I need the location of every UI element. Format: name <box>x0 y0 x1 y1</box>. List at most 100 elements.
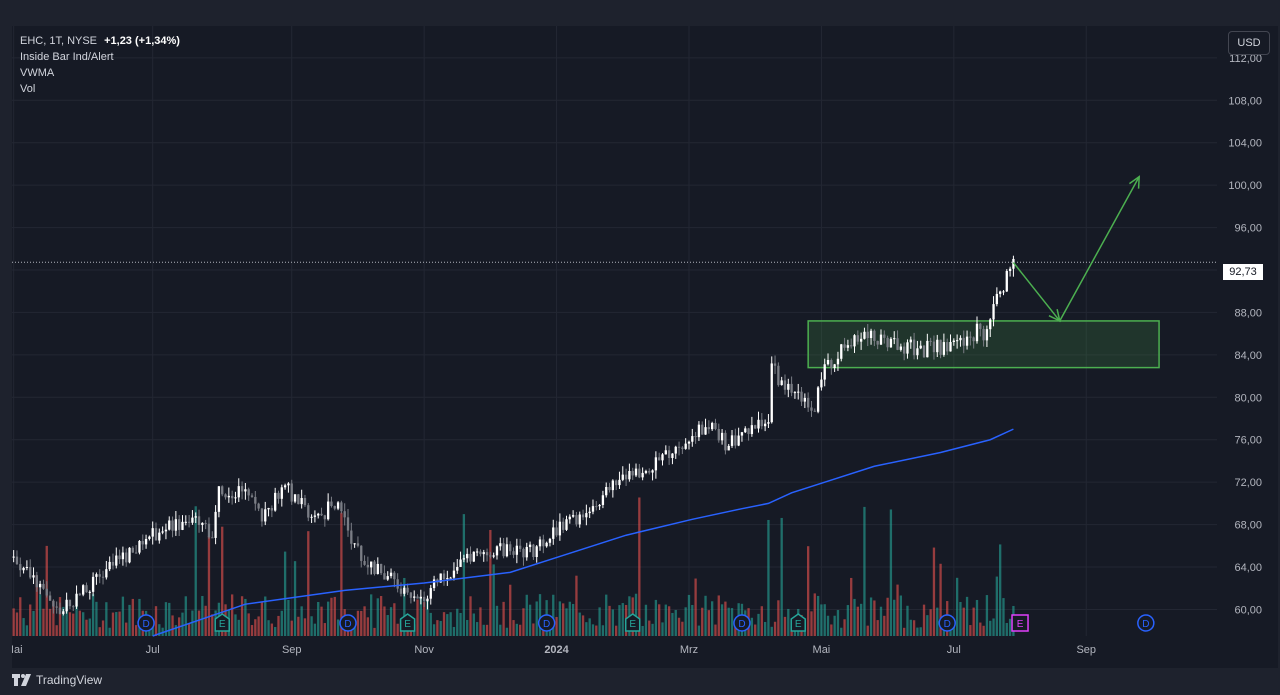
indicator-volume[interactable]: Vol <box>20 83 36 95</box>
candle <box>532 544 535 558</box>
y-tick-label: 76,00 <box>1234 435 1262 447</box>
price-chart[interactable]: D E D E D E D E D E D 112,00 108,00 104,00 100,00 96,00… <box>12 26 1278 668</box>
volume-bar <box>558 601 562 636</box>
volume-bar <box>879 606 883 636</box>
candle <box>45 588 48 596</box>
dividend-marker-label: D <box>142 619 149 630</box>
symbol-label[interactable]: EHC, 1T, NYSE <box>20 35 98 47</box>
candle <box>969 336 972 338</box>
candle <box>853 335 856 347</box>
candle <box>38 583 42 588</box>
candle <box>350 530 353 544</box>
candle <box>399 588 403 594</box>
candle <box>922 345 926 358</box>
volume-bar <box>992 618 995 636</box>
currency-button[interactable]: USD <box>1228 31 1270 55</box>
volume-bar <box>734 623 737 636</box>
chart-area[interactable]: D E D E D E D E D E D 112,00 108,00 104,00 100,00 96,00… <box>12 26 1278 668</box>
volume-bar <box>108 627 111 636</box>
candle <box>121 552 125 560</box>
tradingview-branding[interactable]: TradingView <box>12 671 102 689</box>
candle <box>379 563 383 574</box>
candle <box>843 344 846 348</box>
candle <box>466 553 469 559</box>
volume-bar <box>654 599 658 636</box>
candle <box>730 435 734 446</box>
candle <box>869 330 873 339</box>
candle <box>929 340 932 342</box>
candle <box>982 328 985 341</box>
volume-bar <box>555 616 558 636</box>
volume-bar <box>105 602 108 636</box>
volume-bar <box>98 627 101 636</box>
candle <box>82 585 85 595</box>
volume-bar <box>724 601 727 636</box>
volume-bar <box>684 607 687 636</box>
volume-bar <box>899 595 903 636</box>
dividend-marker <box>1137 614 1155 632</box>
earnings-marker <box>624 613 641 632</box>
candle <box>254 496 257 504</box>
volume-bar <box>651 623 654 636</box>
volume-bar <box>853 598 856 636</box>
volume-bar <box>29 604 32 636</box>
volume-bar <box>979 622 982 636</box>
dividend-marker-label: D <box>738 619 745 630</box>
volume-bar <box>787 608 790 636</box>
indicator-inside-bar[interactable]: Inside Bar Ind/Alert <box>20 51 114 63</box>
volume-bar <box>641 625 644 636</box>
candle <box>406 587 409 593</box>
volume-bar <box>813 593 816 636</box>
volume-bar <box>581 615 585 636</box>
volume-bar <box>151 623 154 636</box>
volume-bar <box>174 625 178 636</box>
volume-bar <box>101 620 105 636</box>
candle <box>518 545 522 549</box>
candle <box>181 521 184 530</box>
dividend-marker <box>938 614 956 632</box>
x-tick-label: Nov <box>414 644 434 656</box>
candle <box>578 514 581 525</box>
y-axis: 112,00108,00104,00100,0096,0092,0088,008… <box>1228 53 1262 617</box>
volume-bar <box>91 594 95 636</box>
volume-bar <box>422 602 426 636</box>
volume-bar <box>403 577 406 636</box>
candle <box>22 567 25 571</box>
candle <box>475 551 479 553</box>
dividend-marker <box>137 614 155 632</box>
candle <box>62 611 65 614</box>
volume-bar <box>52 600 55 636</box>
y-tick-label: 88,00 <box>1234 307 1262 319</box>
candle <box>125 552 128 563</box>
candle <box>469 553 472 562</box>
volume-bar <box>634 593 638 636</box>
volume-bar <box>522 608 525 636</box>
candle <box>525 546 528 558</box>
volume-bar <box>462 514 466 636</box>
candle <box>783 380 787 390</box>
volume-bar <box>982 625 985 636</box>
volume-bar <box>833 615 836 636</box>
candle <box>773 363 777 366</box>
candle <box>674 446 677 454</box>
indicator-vwma[interactable]: VWMA <box>20 67 55 79</box>
volume-bar <box>373 627 376 636</box>
volume-bar <box>995 576 999 636</box>
candles <box>12 255 1015 616</box>
chart-legend: EHC, 1T, NYSE +1,23 (+1,34%) Inside Bar … <box>20 33 180 97</box>
volume-bar <box>909 619 912 636</box>
volume-bar <box>264 596 267 636</box>
volume-bar <box>340 512 343 636</box>
volume-bar <box>396 623 399 636</box>
candle <box>552 527 555 539</box>
volume-bar <box>926 615 929 636</box>
y-tick-label: 60,00 <box>1234 604 1262 616</box>
candle <box>658 457 661 461</box>
volume-bar <box>969 625 972 636</box>
candle <box>965 336 969 346</box>
volume-bar <box>518 624 522 636</box>
candle <box>101 576 105 578</box>
volume-bar <box>386 615 389 636</box>
candle <box>873 330 876 341</box>
candle <box>816 387 820 412</box>
